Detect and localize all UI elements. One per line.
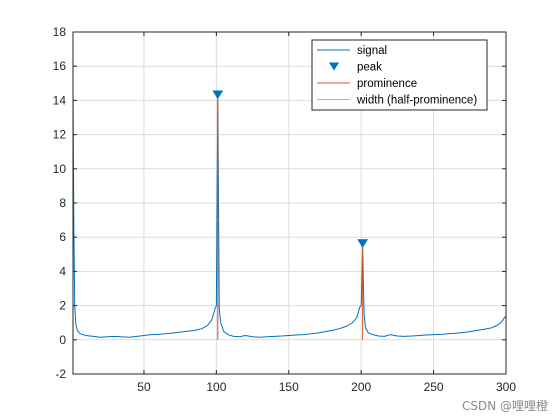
x-tick-label: 300 xyxy=(496,380,516,394)
y-tick-label: 10 xyxy=(53,162,67,176)
x-tick-label: 150 xyxy=(279,380,299,394)
watermark: CSDN @哩哩橙 xyxy=(461,399,548,413)
legend-label-peak: peak xyxy=(357,62,382,74)
x-tick-label: 200 xyxy=(351,380,371,394)
x-tick-label: 250 xyxy=(424,380,444,394)
y-tick-label: 4 xyxy=(59,264,66,278)
legend-label-prominence: prominence xyxy=(357,78,417,90)
plot-area xyxy=(73,90,506,340)
y-tick-label: 0 xyxy=(59,333,66,347)
y-tick-label: 18 xyxy=(53,25,67,39)
series-group xyxy=(73,91,506,340)
axis-ticks: 50 100 150 200 250 300 -2 0 2 4 6 8 10 12 14 16 18 xyxy=(53,25,517,394)
y-tick-label: 6 xyxy=(59,230,66,244)
y-tick-label: -2 xyxy=(55,367,66,381)
legend-label-signal: signal xyxy=(357,45,387,57)
y-tick-label: 8 xyxy=(59,196,66,210)
y-tick-label: 12 xyxy=(53,128,67,142)
legend-marker-peak xyxy=(329,62,339,71)
peak-marker xyxy=(212,90,224,100)
y-tick-label: 16 xyxy=(53,59,67,73)
legend-label-width: width (half-prominence) xyxy=(356,95,477,107)
legend-box xyxy=(311,39,488,111)
legend: signal peak prominence width (half-prominen… xyxy=(311,39,488,111)
peak-marker xyxy=(357,239,369,248)
x-tick-label: 50 xyxy=(137,380,151,394)
signal-line xyxy=(73,91,506,338)
y-tick-label: 2 xyxy=(59,299,66,313)
y-tick-label: 14 xyxy=(53,93,67,107)
x-tick-label: 100 xyxy=(206,380,226,394)
